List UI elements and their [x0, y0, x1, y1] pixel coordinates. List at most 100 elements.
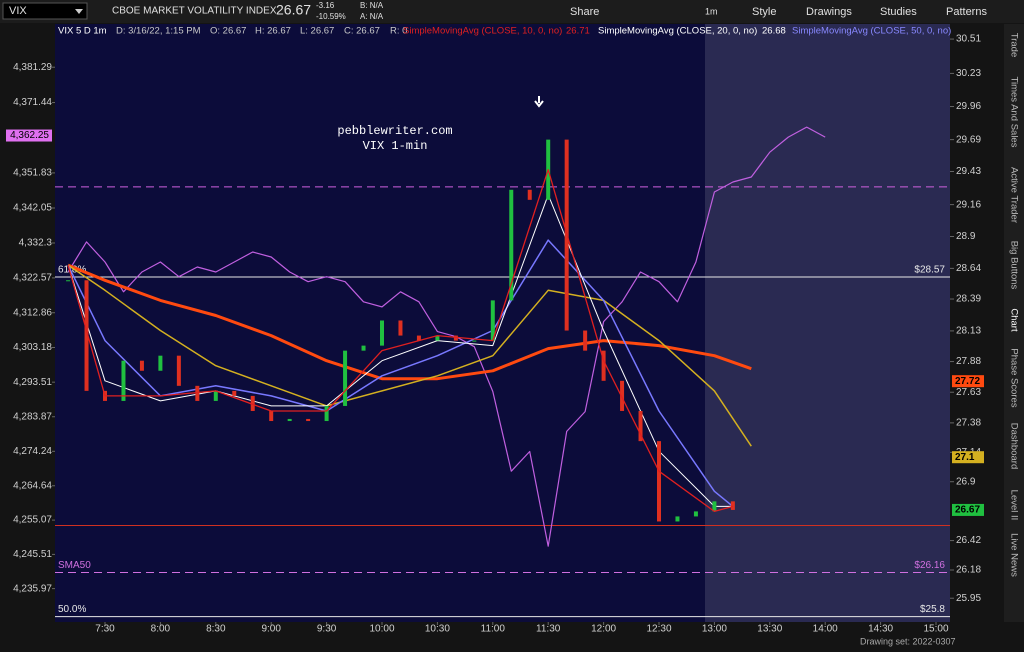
legend-sma10: SimpleMovingAvg (CLOSE, 10, 0, no) [403, 26, 562, 37]
annotation: VIX 1-min [363, 139, 428, 153]
candle [490, 300, 495, 341]
button[interactable]: Patterns [946, 6, 987, 18]
candle [287, 418, 292, 422]
x-tick-label: 11:30 [536, 624, 561, 635]
sidebar-tab[interactable]: Dashboard [1008, 423, 1019, 469]
candle [306, 418, 311, 422]
description: CBOE MARKET VOLATILITY INDEX [112, 6, 277, 17]
y2-tick-label: 4,293.51 [13, 377, 52, 388]
x-tick-label: 13:00 [702, 624, 727, 635]
candle [232, 390, 237, 396]
candle [472, 340, 477, 342]
y2-tick-label: 4,322.57 [13, 273, 52, 284]
candle [324, 405, 329, 422]
y-tick-label: 28.64 [956, 263, 981, 274]
price-badge-label: 27.1 [955, 452, 975, 463]
sidebar-tab[interactable]: Chart [1008, 308, 1019, 332]
button[interactable]: Drawings [806, 6, 852, 18]
price-badge [952, 375, 984, 388]
y2-tick-label: 4,342.05 [13, 203, 52, 214]
y-tick-label: 25.95 [956, 593, 981, 604]
y-tick-label: 26.9 [956, 476, 976, 487]
series-line [67, 169, 734, 513]
sidebar-tab[interactable]: Phase Scores [1008, 348, 1019, 407]
legend-high: H: 26.67 [255, 26, 291, 37]
candle [657, 441, 661, 522]
x-tick-label: 14:00 [813, 624, 838, 635]
symbol: VIX [9, 5, 27, 17]
y2-tick-label: 4,371.44 [13, 97, 52, 108]
price-badge-label: 27.72 [955, 376, 980, 387]
y2-tick-label: 4,351.83 [13, 168, 52, 179]
x-tick-label: 12:30 [646, 624, 671, 635]
candle [601, 350, 606, 381]
y-tick-label: 27.38 [956, 418, 981, 429]
candle [343, 350, 348, 406]
candle [250, 395, 255, 411]
button[interactable]: Studies [880, 6, 917, 18]
price-badge-label: 26.67 [955, 505, 980, 516]
candle [693, 511, 698, 517]
button[interactable]: 1m [705, 6, 718, 16]
candle [66, 280, 71, 282]
sidebar-tab[interactable]: Times And Sales [1008, 77, 1019, 148]
x-tick-label: 8:00 [151, 624, 171, 635]
annotation: pebblewriter.com [337, 124, 452, 138]
candle [139, 360, 144, 371]
y2-tick-label: 4,274.24 [13, 446, 52, 457]
level-name: 50.0% [58, 604, 86, 615]
sidebar-tab[interactable]: Level II [1008, 490, 1019, 521]
sidebar-tab[interactable]: Big Buttons [1008, 241, 1019, 290]
y-tick-label: 28.39 [956, 294, 981, 305]
level-value: $25.8 [920, 604, 945, 615]
dropdown-icon [75, 9, 83, 14]
x-tick-label: 14:30 [868, 624, 893, 635]
candle [398, 320, 403, 336]
x-tick-label: 12:00 [591, 624, 616, 635]
left-price-badge [6, 129, 52, 142]
level-value: $28.57 [914, 265, 945, 276]
legend-symbol: VIX 5 D 1m [58, 26, 107, 37]
y2-tick-label: 4,312.86 [13, 307, 52, 318]
series-line [67, 264, 752, 447]
legend-date: D: 3/16/22, 1:15 PM [116, 26, 201, 37]
sidebar-tab[interactable]: Trade [1008, 33, 1019, 57]
x-tick-label: 8:30 [206, 624, 226, 635]
x-tick-label: 7:30 [95, 624, 115, 635]
y-tick-label: 29.16 [956, 199, 981, 210]
button[interactable]: Style [752, 6, 776, 18]
candle [213, 390, 218, 401]
legend-range: R: 0 [390, 26, 407, 37]
x-tick-label: 9:30 [317, 624, 337, 635]
candle [84, 280, 89, 391]
candle [620, 380, 625, 411]
x-tick-label: 10:30 [425, 624, 450, 635]
legend-low: L: 26.67 [300, 26, 334, 37]
ask: A: N/A [360, 12, 384, 21]
series-line [67, 263, 752, 381]
candle [195, 385, 200, 401]
price-badge [952, 503, 984, 516]
symbol-box[interactable] [2, 2, 88, 20]
y-tick-label: 30.51 [956, 34, 981, 45]
y2-tick-label: 4,283.87 [13, 411, 52, 422]
y2-tick-label: 4,264.64 [13, 480, 52, 491]
candle [638, 410, 643, 442]
y2-tick-label: 4,245.51 [13, 549, 52, 560]
sidebar-tab[interactable]: Active Trader [1008, 167, 1019, 223]
candle [269, 410, 274, 422]
candle [435, 335, 440, 341]
candle [361, 345, 366, 351]
y-tick-label: 28.13 [956, 326, 981, 337]
y2-tick-label: 4,255.07 [13, 515, 52, 526]
left-price-badge-label: 4,362.25 [10, 130, 49, 141]
sidebar-tab[interactable]: Live News [1008, 533, 1019, 577]
legend-sma20-value: 26.68 [762, 26, 786, 37]
series-line [67, 239, 734, 507]
legend-close: C: 26.67 [344, 26, 380, 37]
y2-tick-label: 4,332.3 [19, 238, 53, 249]
x-tick-label: 15:00 [923, 624, 948, 635]
button[interactable]: Share [570, 6, 599, 18]
candle [527, 189, 532, 200]
y2-tick-label: 4,235.97 [13, 583, 52, 594]
